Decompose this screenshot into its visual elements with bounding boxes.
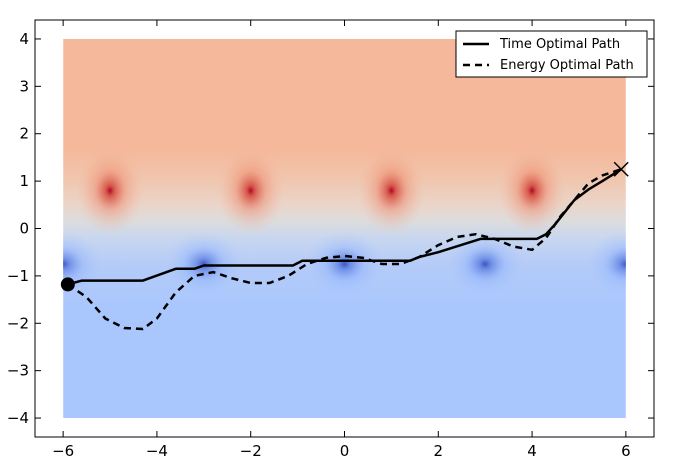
y-tick-label: −1 <box>7 267 29 285</box>
legend: Time Optimal Path Energy Optimal Path <box>455 30 648 78</box>
legend-label-time: Time Optimal Path <box>499 37 620 52</box>
goal-marker <box>613 161 629 177</box>
path-layer <box>60 161 629 331</box>
x-tick-label: 2 <box>434 442 444 460</box>
energy-optimal-path <box>67 168 622 331</box>
x-tick-label: −2 <box>240 442 262 460</box>
field-trough-7 <box>445 230 526 299</box>
y-tick-label: −2 <box>7 314 29 332</box>
field-peak-1 <box>216 146 285 235</box>
x-tick-label: −4 <box>146 442 168 460</box>
field-trough-6 <box>304 230 385 299</box>
start-marker <box>60 277 75 292</box>
legend-box <box>455 30 648 78</box>
y-tick-label: −4 <box>7 409 29 427</box>
field-peak-3 <box>498 146 567 235</box>
y-tick-label: 2 <box>19 125 29 143</box>
x-tick-label: 4 <box>527 442 537 460</box>
axis-ticks: −6 −4 −2 0 2 4 6 −4 −3 −2 −1 0 1 2 3 4 <box>7 20 654 460</box>
field-peak-2 <box>357 146 426 235</box>
y-tick-label: 0 <box>19 220 29 238</box>
legend-label-energy: Energy Optimal Path <box>500 58 634 73</box>
x-tick-label: −6 <box>52 442 74 460</box>
plot-frame <box>34 19 655 438</box>
field-peak-0 <box>76 146 145 235</box>
field-trough-8 <box>585 230 626 299</box>
y-tick-label: 1 <box>19 172 29 190</box>
x-tick-label: 6 <box>621 442 631 460</box>
field-trough-5 <box>163 230 244 299</box>
x-tick-label: 0 <box>340 442 350 460</box>
y-tick-label: 4 <box>19 30 29 48</box>
y-tick-label: −3 <box>7 362 29 380</box>
scalar-field <box>63 38 626 419</box>
y-tick-label: 3 <box>19 77 29 95</box>
